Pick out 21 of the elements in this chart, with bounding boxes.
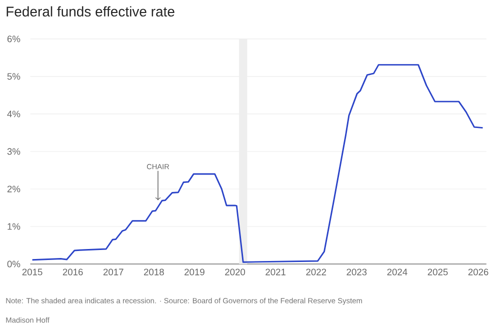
x-tick-label: 2016 (62, 268, 83, 276)
y-tick-label: 1% (8, 223, 20, 230)
x-tick-label: 2019 (184, 268, 204, 276)
y-tick-label: 0% (7, 260, 20, 268)
y-tick-label: 2% (7, 186, 20, 192)
x-tick-label: 2026 (468, 268, 488, 276)
x-tick-label: 2021 (266, 268, 286, 276)
y-tick-label: 3% (7, 148, 20, 155)
x-tick-label: 2023 (346, 268, 367, 276)
x-tick-label: 2024 (387, 268, 408, 276)
y-tick-label: 4% (7, 110, 20, 118)
x-tick-label: 2020 (225, 268, 246, 276)
x-tick-label: 2018 (144, 268, 164, 276)
x-tick-label: 2015 (22, 268, 42, 276)
x-tick-label: 2017 (103, 268, 124, 276)
y-tick-label: 5% (7, 73, 20, 80)
x-tick-label: 2022 (306, 268, 326, 276)
y-tick-label: 6% (7, 36, 20, 42)
chart-title: Federal funds effective rate (6, 6, 174, 17)
x-tick-label: 2025 (428, 268, 448, 276)
line-series (32, 64, 484, 263)
